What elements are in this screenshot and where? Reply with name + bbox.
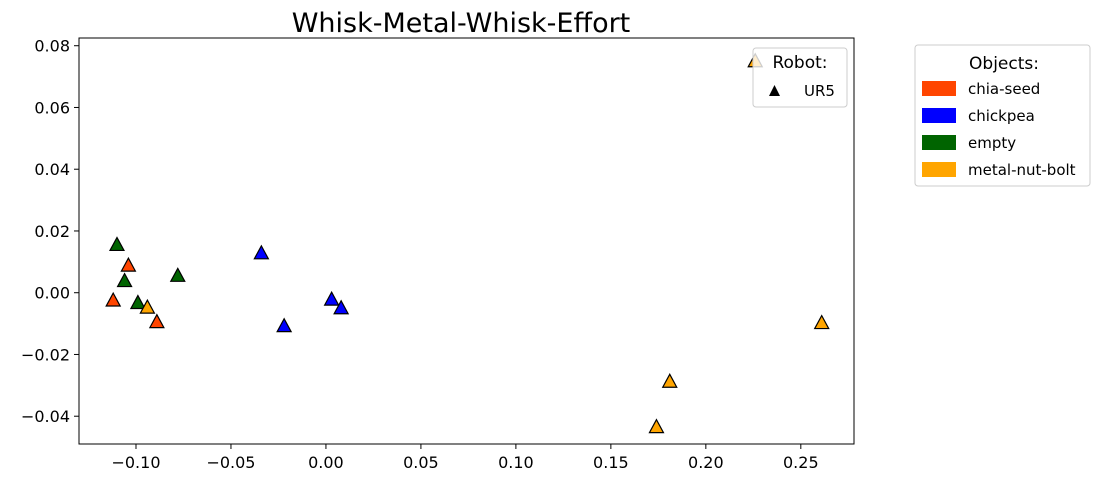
data-point-metal-nut-bolt (813, 314, 830, 330)
objects-legend-label-metal-nut-bolt: metal-nut-bolt (968, 161, 1076, 179)
x-tick-label: 0.00 (308, 453, 344, 472)
objects-legend-swatch-chickpea (922, 108, 956, 123)
objects-legend-label-chickpea: chickpea (968, 107, 1035, 125)
data-point-chickpea (333, 299, 350, 315)
objects-legend-title: Objects: (969, 54, 1039, 74)
robot-legend-title: Robot: (772, 53, 827, 73)
data-point-chia-seed (120, 256, 137, 272)
y-tick-label: 0.02 (34, 222, 70, 241)
y-tick-label: −0.02 (21, 345, 70, 364)
y-tick-label: 0.06 (34, 98, 70, 117)
data-point-chickpea (276, 317, 293, 333)
x-tick-label: 0.25 (783, 453, 819, 472)
robot-legend-marker-ur5 (769, 85, 780, 96)
robot-legend: Robot: UR5 (752, 47, 848, 108)
robot-legend-label-ur5: UR5 (804, 82, 835, 100)
x-tick-label: 0.05 (403, 453, 439, 472)
x-tick-label: 0.15 (593, 453, 629, 472)
objects-legend-label-chia-seed: chia-seed (968, 80, 1040, 98)
data-point-metal-nut-bolt (648, 418, 665, 434)
plot-area-frame (78, 37, 855, 445)
data-points (105, 52, 830, 434)
data-point-empty (169, 267, 186, 282)
objects-legend-swatch-empty (922, 135, 956, 150)
data-point-chickpea (323, 290, 340, 306)
data-point-empty (116, 272, 133, 288)
x-tick-label: 0.20 (688, 453, 724, 472)
data-point-metal-nut-bolt (661, 373, 678, 388)
data-point-empty (129, 294, 146, 310)
objects-legend-swatch-metal-nut-bolt (922, 162, 956, 177)
objects-legend-swatch-chia-seed (922, 81, 956, 96)
x-tick-label: −0.10 (111, 453, 160, 472)
data-point-empty (108, 236, 125, 252)
data-point-chia-seed (105, 291, 122, 307)
y-tick-label: −0.04 (21, 407, 70, 426)
objects-legend: Objects: chia-seed chickpea empty metal-nut… (914, 44, 1091, 187)
x-tick-label: −0.05 (206, 453, 255, 472)
data-point-chia-seed (148, 313, 165, 329)
y-tick-label: 0.00 (34, 284, 70, 303)
data-point-metal-nut-bolt (139, 298, 156, 314)
chart-title: Whisk-Metal-Whisk-Effort (292, 8, 631, 39)
objects-legend-box (914, 44, 1091, 187)
axes: −0.10 −0.05 0.00 0.05 0.10 0.15 0.20 0.25 −0.04 −… (21, 37, 819, 472)
objects-legend-label-empty: empty (968, 134, 1016, 152)
y-tick-label: 0.08 (34, 37, 70, 56)
data-point-chickpea (253, 244, 270, 260)
x-tick-label: 0.10 (498, 453, 534, 472)
y-tick-label: 0.04 (34, 160, 70, 179)
